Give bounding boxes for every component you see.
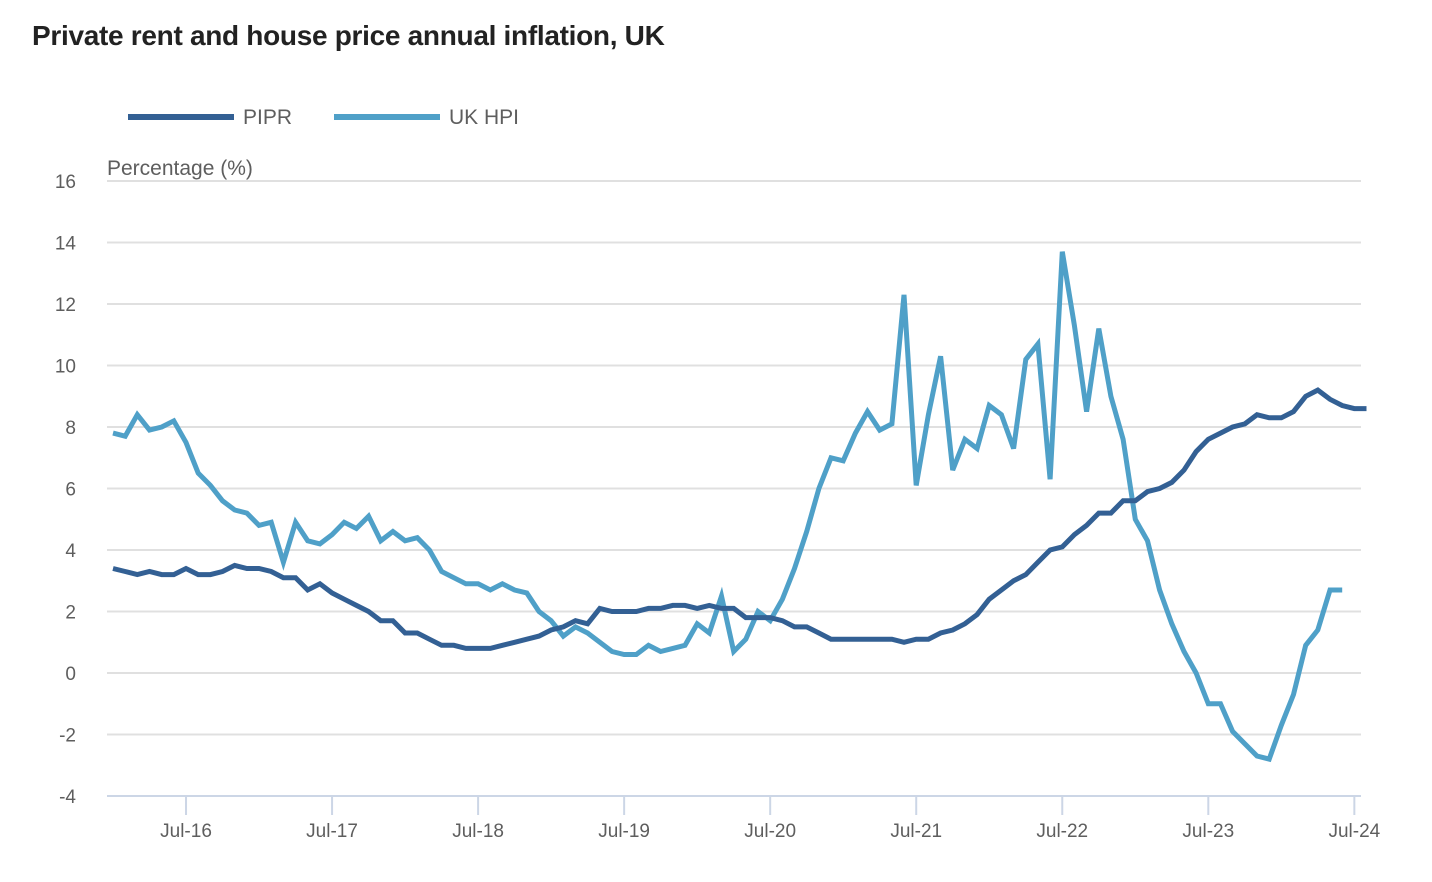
legend: PIPR UK HPI xyxy=(128,106,519,129)
legend-label: UK HPI xyxy=(449,106,519,129)
series-lines xyxy=(112,251,1367,763)
y-tick-label: 6 xyxy=(65,480,76,501)
chart-title: Private rent and house price annual infl… xyxy=(32,20,665,51)
x-tick-label: Jul-23 xyxy=(1182,821,1234,842)
axes: 16 14 12 10 8 6 4 2 0 -2 -4 Jul-16 Jul-17 Jul-18 Jul-1… xyxy=(55,172,1381,842)
legend-label: PIPR xyxy=(243,106,292,129)
y-tick-label: 12 xyxy=(55,295,76,316)
y-tick-label: 8 xyxy=(65,418,76,439)
y-tick-label: 2 xyxy=(65,603,76,624)
x-tick-label: Jul-16 xyxy=(160,821,212,842)
legend-item-uk-hpi[interactable]: UK HPI xyxy=(334,106,519,129)
y-tick-label: -4 xyxy=(59,787,76,808)
y-tick-label: -2 xyxy=(59,726,76,747)
x-tick-label: Jul-24 xyxy=(1328,821,1380,842)
y-tick-label: 0 xyxy=(65,664,76,685)
x-tick-label: Jul-19 xyxy=(598,821,650,842)
y-tick-label: 16 xyxy=(55,172,76,193)
y-tick-label: 4 xyxy=(65,541,76,562)
x-tick-label: Jul-17 xyxy=(306,821,358,842)
x-tick-label: Jul-21 xyxy=(890,821,942,842)
y-tick-label: 14 xyxy=(55,234,77,255)
x-tick-label: Jul-20 xyxy=(744,821,796,842)
x-tick-label: Jul-22 xyxy=(1036,821,1088,842)
legend-item-pipr[interactable]: PIPR xyxy=(128,106,292,129)
series-line-uk-hpi xyxy=(112,251,1343,763)
y-tick-label: 10 xyxy=(55,357,76,378)
y-axis-label: Percentage (%) xyxy=(107,157,253,180)
series-line-pipr xyxy=(112,387,1367,651)
x-tick-label: Jul-18 xyxy=(452,821,504,842)
